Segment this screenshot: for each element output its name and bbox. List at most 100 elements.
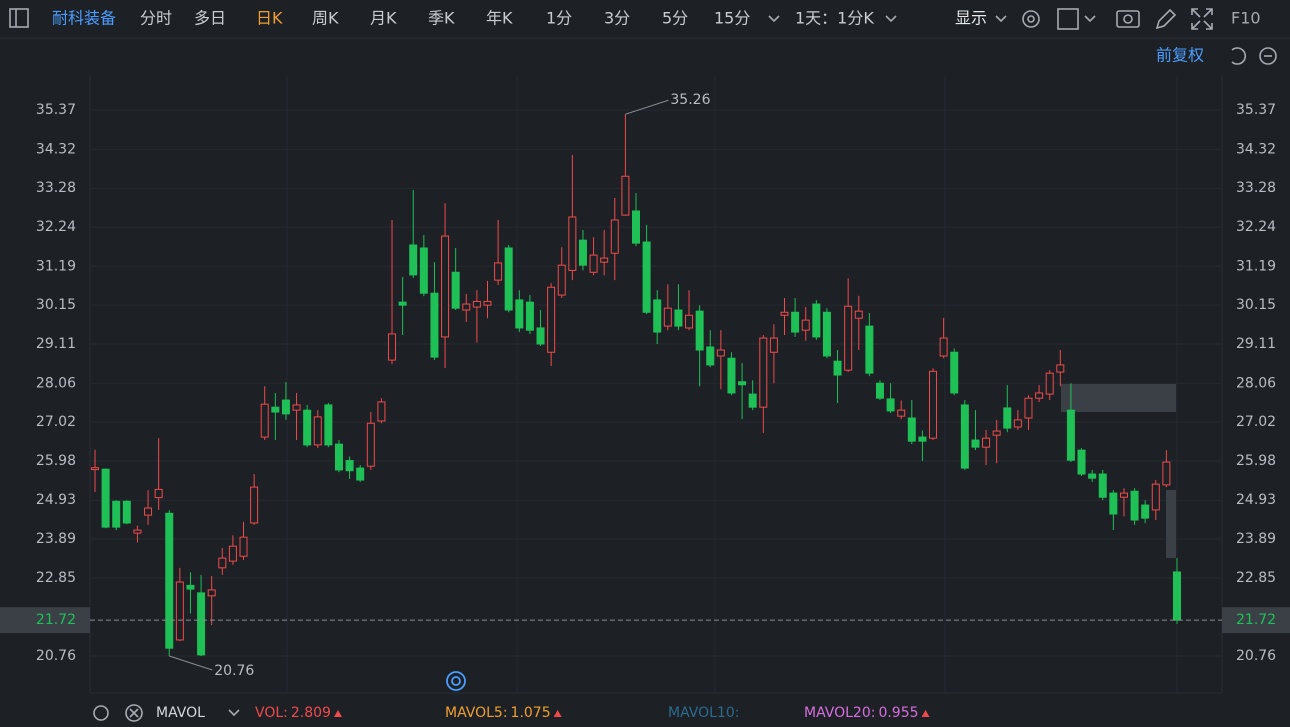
min-label: 20.76 <box>214 663 254 679</box>
candle-body <box>812 303 821 338</box>
indicator-values: VOL: 2.809 MAVOL5: 1.075 MAVOL10: MAVOL20: 0.9… <box>255 705 930 721</box>
display-menu[interactable]: 显示 <box>955 9 987 28</box>
candle-body <box>918 436 927 442</box>
candle-body <box>101 468 110 528</box>
candle-body <box>494 262 503 281</box>
candle-body <box>780 311 789 316</box>
period-tab[interactable]: 年K <box>486 9 513 28</box>
period-tab[interactable]: 月K <box>370 9 397 28</box>
candle-body <box>1109 492 1118 515</box>
y-tick-label-right: 32.24 <box>1236 219 1276 235</box>
indicator-settings[interactable] <box>93 705 109 721</box>
y-tick-label: 31.19 <box>36 258 76 274</box>
candle-body <box>822 311 831 357</box>
candle-body <box>483 300 492 306</box>
last-price-label: 21.72 <box>36 612 76 628</box>
candle-body <box>133 529 142 534</box>
reset-icon[interactable] <box>1231 47 1247 65</box>
indicator-item: MAVOL5: 1.075 <box>445 705 551 721</box>
candle-body <box>430 292 439 358</box>
y-tick-label-right: 28.06 <box>1236 375 1276 391</box>
period-tab[interactable]: 5分 <box>662 9 688 28</box>
trend-arrow <box>921 710 930 717</box>
dropdown-arrow[interactable] <box>228 709 240 717</box>
period-tab[interactable]: 多日 <box>194 9 226 28</box>
candle-body <box>536 327 545 345</box>
candle-body <box>186 584 195 590</box>
candle-body <box>281 399 290 415</box>
dropdown-arrow[interactable] <box>995 15 1007 23</box>
dropdown-arrow[interactable] <box>768 15 780 23</box>
event-marker[interactable] <box>446 671 466 691</box>
candle-body <box>154 488 163 499</box>
drawn-rectangle[interactable] <box>1061 384 1176 412</box>
candle-body <box>600 257 609 263</box>
candle-body <box>960 404 969 469</box>
candle-body <box>1003 407 1012 429</box>
y-tick-label-right: 35.37 <box>1236 102 1276 118</box>
y-tick-label: 25.98 <box>36 453 76 469</box>
y-tick-label: 35.37 <box>36 102 76 118</box>
y-tick-label-right: 20.76 <box>1236 648 1276 664</box>
trend-arrow <box>333 710 342 717</box>
f10-button[interactable]: F10 <box>1231 9 1261 28</box>
candle-body <box>791 311 800 333</box>
candle-body <box>1162 461 1171 486</box>
pencil-icon[interactable] <box>1155 8 1177 30</box>
candle-body <box>112 500 121 528</box>
period-tab[interactable]: 3分 <box>604 9 630 28</box>
candle-body <box>801 319 810 331</box>
y-tick-label-right: 31.19 <box>1236 258 1276 274</box>
candle-body <box>260 403 269 438</box>
candle-body <box>366 422 375 467</box>
y-tick-label-right: 25.98 <box>1236 453 1276 469</box>
candle-body <box>971 439 980 448</box>
period-tab[interactable]: 15分 <box>714 9 750 28</box>
interval-select[interactable]: 1天：1分K <box>795 9 874 28</box>
candle-body <box>504 247 513 311</box>
camera-icon[interactable] <box>1116 10 1140 28</box>
candle-body <box>547 286 556 353</box>
indicator-name[interactable]: MAVOL <box>156 705 205 721</box>
dropdown-arrow[interactable] <box>1084 15 1096 23</box>
candle-body <box>345 460 354 472</box>
sidebar-toggle[interactable] <box>9 8 29 28</box>
candle-body <box>674 309 683 327</box>
minimize-icon[interactable] <box>1259 47 1277 65</box>
period-tab[interactable]: 1分 <box>546 9 572 28</box>
period-tab[interactable]: 周K <box>312 9 339 28</box>
event-marker-center <box>451 676 461 686</box>
candle-body <box>1130 490 1139 521</box>
max-label: 35.26 <box>670 92 710 108</box>
period-tab[interactable]: 日K <box>256 9 283 28</box>
candle-body <box>929 370 938 439</box>
candle-body <box>907 417 916 442</box>
candle-body <box>610 219 619 254</box>
settings-icon[interactable] <box>1022 10 1040 28</box>
y-tick-label: 30.15 <box>36 297 76 313</box>
indicator-label: VOL: <box>255 705 288 721</box>
drawn-rectangle[interactable] <box>1166 490 1176 558</box>
candle-body <box>748 393 757 408</box>
candle-body <box>1088 473 1097 479</box>
candle-body <box>833 360 842 376</box>
stock-name[interactable]: 耐科装备 <box>52 9 116 28</box>
candle-body <box>165 512 174 649</box>
dropdown-arrow[interactable] <box>885 15 897 23</box>
period-tab[interactable]: 分时 <box>140 9 172 28</box>
indicator-item: MAVOL20: 0.955 <box>804 705 919 721</box>
y-tick-label: 27.02 <box>36 414 76 430</box>
period-tab[interactable]: 季K <box>428 9 455 28</box>
candle-body <box>695 310 704 351</box>
candle-body <box>557 264 566 296</box>
candle-body <box>441 235 450 338</box>
candle-body <box>663 307 672 327</box>
indicator-label: MAVOL20: <box>804 705 875 721</box>
adjust-select[interactable]: 前复权 <box>1156 46 1204 65</box>
fullscreen-icon[interactable] <box>1191 8 1213 30</box>
square-icon[interactable] <box>1057 8 1079 30</box>
candle-body <box>197 592 206 656</box>
candle-body <box>462 303 471 311</box>
candle-body <box>515 299 524 329</box>
indicator-close[interactable] <box>125 704 143 722</box>
